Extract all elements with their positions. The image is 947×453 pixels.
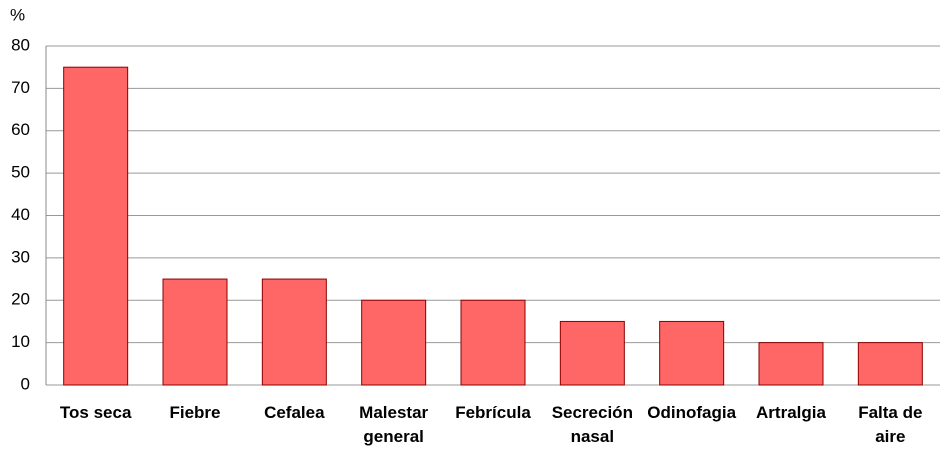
bar [857, 342, 923, 386]
x-tick-label: Artralgia [756, 403, 826, 422]
x-tick-label: Malestar general [359, 403, 429, 446]
y-tick-label: 0 [21, 374, 30, 393]
x-tick-label: Cefalea [264, 403, 325, 422]
y-tick-label: 30 [11, 247, 30, 266]
x-tick-label: Fiebre [169, 403, 221, 422]
x-tick-label: Secreción nasal [551, 403, 633, 446]
y-tick-label: 80 [11, 35, 30, 54]
y-tick-label: 40 [11, 205, 30, 224]
x-tick-label: Tos seca [59, 403, 132, 422]
y-tick-label: 70 [11, 78, 30, 97]
y-tick-label: 20 [11, 290, 30, 309]
bar [659, 320, 725, 386]
x-tick-label: Falta de aire [858, 403, 923, 446]
bar [559, 320, 625, 386]
y-tick-label: 60 [11, 120, 30, 139]
y-tick-label: 10 [11, 332, 30, 351]
bar [162, 278, 228, 386]
bar [63, 66, 129, 386]
bar [758, 342, 824, 386]
bar [261, 278, 327, 386]
x-tick-label: Febrícula [455, 403, 531, 422]
bar [460, 299, 526, 386]
bar [361, 299, 427, 386]
y-tick-label: 50 [11, 163, 30, 182]
y-axis-label: % [10, 5, 25, 24]
x-tick-label: Odinofagia [647, 403, 737, 422]
